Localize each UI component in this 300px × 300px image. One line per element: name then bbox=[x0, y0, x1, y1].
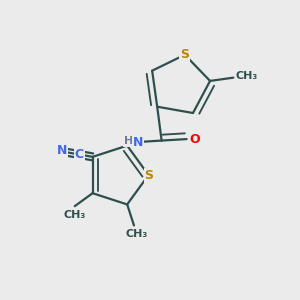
Text: CH₃: CH₃ bbox=[126, 229, 148, 239]
Text: N: N bbox=[133, 136, 143, 148]
Text: C: C bbox=[75, 148, 84, 161]
Text: CH₃: CH₃ bbox=[64, 210, 86, 220]
Text: S: S bbox=[145, 169, 154, 182]
Text: S: S bbox=[180, 48, 189, 61]
Text: O: O bbox=[190, 133, 200, 146]
Text: CH₃: CH₃ bbox=[236, 71, 258, 81]
Text: N: N bbox=[57, 145, 68, 158]
Text: H: H bbox=[124, 136, 133, 146]
